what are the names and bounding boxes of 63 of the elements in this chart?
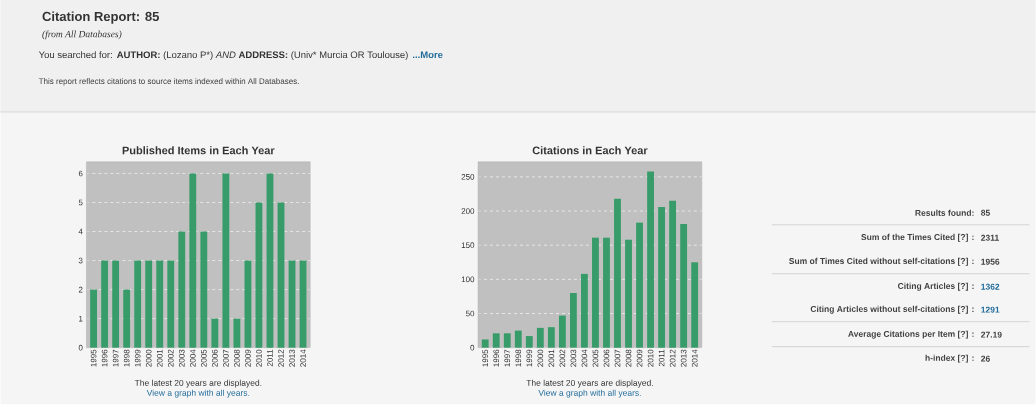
- text: AND: [215, 51, 236, 59]
- text: Average Citations per Item [?] :: [848, 330, 974, 339]
- bar: [189, 173, 197, 348]
- text: 85: [981, 209, 990, 216]
- bar: [167, 260, 175, 348]
- text: (from All Databases): [42, 30, 122, 40]
- bar: [658, 207, 666, 348]
- bar: [101, 260, 109, 348]
- bar: [211, 318, 219, 348]
- bar: [503, 333, 511, 348]
- text: (Univ* Murcia OR Toulouse): [291, 51, 408, 61]
- bar: [123, 289, 131, 348]
- bar: [569, 293, 577, 348]
- text: The latest 20 years are displayed.: [526, 379, 653, 388]
- text: 1291: [981, 306, 1000, 313]
- chart-title: Published Items in Each Year: [122, 146, 275, 155]
- text: You searched for:: [38, 51, 112, 59]
- bar: [145, 260, 153, 348]
- bar: [525, 336, 533, 348]
- text: AUTHOR:: [116, 51, 160, 59]
- text: 27.19: [981, 331, 1002, 338]
- bar: [647, 171, 654, 348]
- text: The latest 20 years are displayed.: [134, 379, 262, 388]
- chart-title: Citations in Each Year: [532, 146, 648, 155]
- text: ...More: [412, 51, 443, 59]
- bar: [222, 173, 230, 348]
- bar: [558, 315, 566, 348]
- bar: [547, 327, 555, 348]
- bar: [112, 260, 120, 348]
- bar: [614, 198, 621, 348]
- text: Citation Report: 85: [42, 11, 159, 24]
- text: Sum of the Times Cited [?] :: [861, 233, 974, 242]
- bar: [233, 318, 241, 348]
- bar: [691, 262, 699, 348]
- bar: [90, 289, 97, 348]
- bar: [536, 328, 544, 348]
- text: (Lozano P*): [163, 51, 213, 61]
- bar: [492, 333, 500, 348]
- bar: [178, 231, 186, 348]
- bar: [514, 330, 522, 348]
- text: View a graph with all years.: [538, 389, 641, 398]
- bar: [481, 339, 489, 348]
- text: 1362: [981, 283, 1000, 290]
- bar: [625, 239, 632, 348]
- text: Results found:: [915, 209, 974, 217]
- text: Sum of Times Cited without self-citations [?] :: [789, 257, 974, 266]
- text: Citing Articles without self-citations [?] :: [810, 305, 974, 314]
- bar: [680, 224, 688, 348]
- bar: [200, 231, 208, 348]
- text: View a graph with all years.: [146, 389, 250, 398]
- bar: [669, 200, 677, 348]
- text: 2311: [981, 234, 999, 241]
- text: 1956: [981, 258, 1000, 265]
- bar: [134, 260, 142, 348]
- bar: [581, 274, 588, 348]
- text: ADDRESS:: [238, 51, 288, 59]
- text: h-index [?] :: [925, 354, 974, 363]
- text: 26: [981, 355, 990, 362]
- bar: [636, 222, 643, 348]
- bar: [592, 237, 599, 348]
- text: Citing Articles [?] :: [897, 282, 974, 291]
- bar: [603, 237, 610, 348]
- bar: [156, 260, 164, 348]
